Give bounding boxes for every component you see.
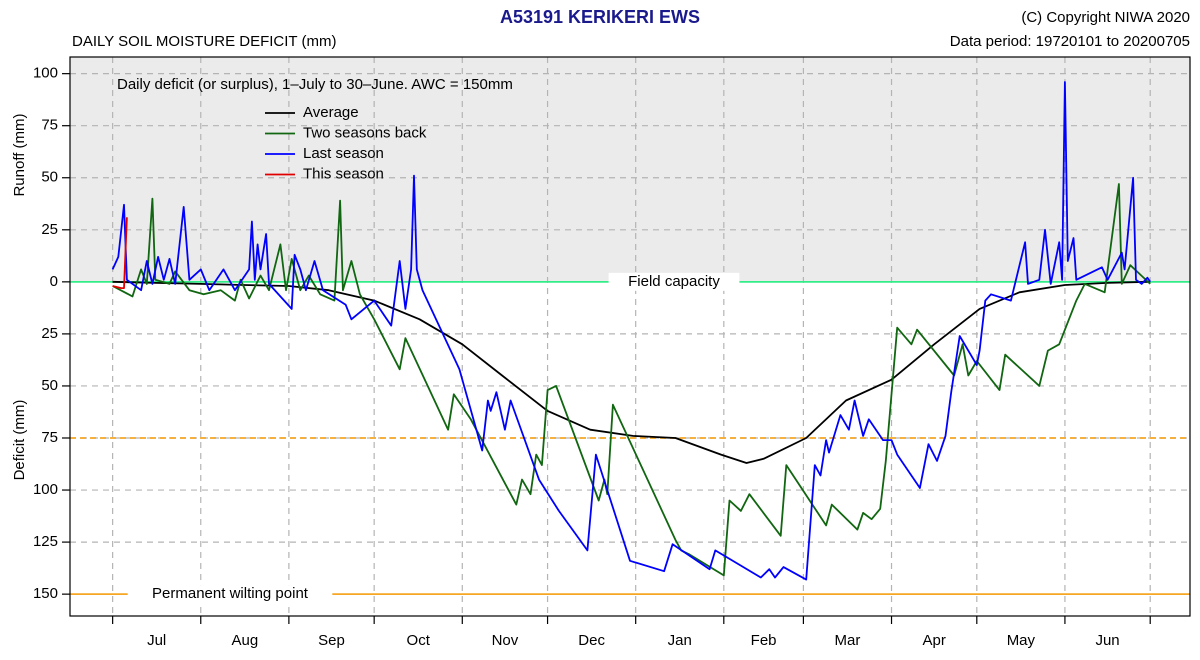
- x-tick-label: Jun: [1095, 632, 1119, 649]
- copyright: (C) Copyright NIWA 2020: [1021, 9, 1190, 26]
- x-tick-label: Dec: [578, 632, 605, 649]
- series-line: [111, 81, 1151, 581]
- y-tick-label: 50: [41, 377, 58, 394]
- y-tick-label: 100: [33, 65, 58, 82]
- legend-label: This season: [303, 165, 384, 182]
- series-line: [112, 217, 128, 289]
- x-tick-label: May: [1007, 632, 1036, 649]
- x-tick-label: Jul: [147, 632, 166, 649]
- y-tick-label: 25: [41, 325, 58, 342]
- data-period: Data period: 19720101 to 20200705: [950, 33, 1190, 50]
- label-background: [127, 585, 333, 604]
- x-tick-label: Sep: [318, 632, 345, 649]
- x-tick-label: Oct: [407, 632, 431, 649]
- reference-label: Field capacity: [628, 273, 720, 290]
- y-tick-label: 100: [33, 481, 58, 498]
- x-tick-label: Jan: [668, 632, 692, 649]
- y-tick-label: 75: [41, 429, 58, 446]
- runoff-background: [70, 57, 1190, 282]
- y-axis-label: Runoff (mm): [11, 113, 28, 196]
- legend-label: Last season: [303, 145, 384, 162]
- series-line: [112, 280, 1151, 464]
- x-tick-label: Mar: [835, 632, 861, 649]
- y-tick-label: 150: [33, 585, 58, 602]
- y-tick-label: 50: [41, 169, 58, 186]
- x-tick-label: Aug: [231, 632, 258, 649]
- y-tick-label: 75: [41, 117, 58, 134]
- reference-label: Permanent wilting point: [152, 585, 309, 602]
- legend-label: Two seasons back: [303, 124, 427, 141]
- series-line: [112, 183, 1151, 577]
- label-background: [608, 272, 740, 291]
- x-tick-label: Apr: [922, 632, 945, 649]
- x-tick-label: Feb: [751, 632, 777, 649]
- y-axis-label: Deficit (mm): [11, 400, 28, 481]
- x-tick-label: Nov: [492, 632, 519, 649]
- y-tick-label: 125: [33, 533, 58, 550]
- chart-subtitle: DAILY SOIL MOISTURE DEFICIT (mm): [72, 33, 336, 50]
- annotation: Daily deficit (or surplus), 1–July to 30…: [117, 76, 513, 93]
- plot-frame: [69, 56, 1191, 617]
- y-tick-label: 25: [41, 221, 58, 238]
- y-tick-label: 0: [50, 273, 58, 290]
- chart-title: A53191 KERIKERI EWS: [500, 7, 700, 27]
- legend-label: Average: [303, 104, 359, 121]
